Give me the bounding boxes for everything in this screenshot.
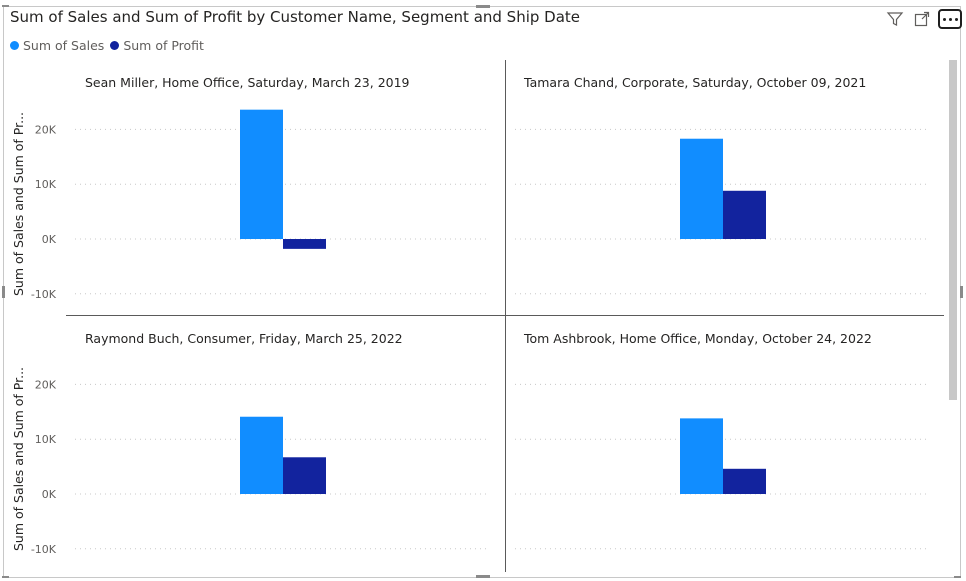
y-tick-label: 20K [35, 123, 57, 136]
panel-title: Raymond Buch, Consumer, Friday, March 25… [85, 331, 403, 346]
more-dot-icon [954, 17, 958, 21]
panel-title: Tamara Chand, Corporate, Saturday, Octob… [523, 75, 866, 90]
legend-item-profit[interactable]: Sum of Profit [110, 38, 204, 53]
resize-handle-top[interactable] [476, 5, 490, 8]
legend-dot-sales [10, 41, 19, 50]
bar-sales[interactable] [680, 138, 723, 239]
y-tick-label: 0K [42, 233, 57, 246]
resize-handle-bottom-right[interactable] [954, 576, 961, 578]
legend-dot-profit [110, 41, 120, 50]
more-dot-icon [948, 17, 952, 21]
visual-title: Sum of Sales and Sum of Profit by Custom… [10, 8, 581, 26]
more-dot-icon [942, 17, 946, 21]
resize-handle-right[interactable] [960, 286, 963, 298]
resize-handle-bottom-left[interactable] [2, 576, 9, 578]
bar-profit[interactable] [723, 190, 766, 239]
bar-profit[interactable] [283, 457, 326, 494]
resize-handle-bottom[interactable] [476, 575, 490, 578]
more-options-button[interactable] [938, 9, 962, 29]
bar-sales[interactable] [680, 418, 723, 494]
panel-title: Sean Miller, Home Office, Saturday, Marc… [85, 75, 410, 90]
bar-profit[interactable] [283, 239, 326, 249]
bar-profit[interactable] [723, 468, 766, 494]
legend-item-sales[interactable]: Sum of Sales [10, 38, 104, 53]
y-tick-label: -10K [31, 288, 57, 301]
legend-label-profit: Sum of Profit [123, 38, 204, 53]
y-tick-label: 0K [42, 488, 57, 501]
legend: Sum of Sales Sum of Profit [10, 38, 210, 53]
y-tick-label: 20K [35, 378, 57, 391]
resize-handle-left[interactable] [2, 286, 5, 298]
y-tick-label: 10K [35, 433, 57, 446]
filter-icon[interactable] [886, 10, 904, 28]
bar-sales[interactable] [240, 416, 283, 494]
y-tick-label: 10K [35, 178, 57, 191]
vertical-scrollbar[interactable] [949, 60, 957, 400]
resize-handle-top-left[interactable] [2, 5, 9, 7]
legend-label-sales: Sum of Sales [23, 38, 105, 53]
y-tick-label: -10K [31, 543, 57, 556]
panel-title: Tom Ashbrook, Home Office, Monday, Octob… [523, 331, 872, 346]
focus-mode-icon[interactable] [913, 10, 931, 28]
bar-sales[interactable] [240, 109, 283, 239]
